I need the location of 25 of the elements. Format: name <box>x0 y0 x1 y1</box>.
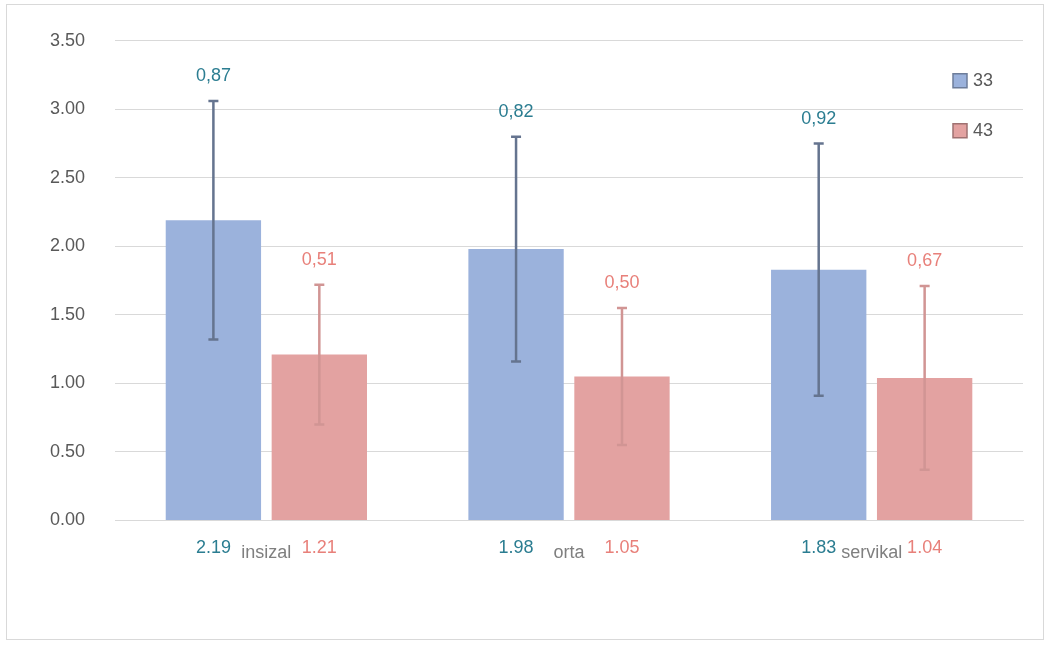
y-tick-label: 3.50 <box>49 29 86 50</box>
data-label: 1.98 <box>498 537 534 558</box>
annotation: 0,92 <box>801 107 837 128</box>
data-label: 1.83 <box>801 537 837 558</box>
x-tick-label: orta <box>553 542 586 563</box>
y-tick-label: 1.50 <box>49 303 86 324</box>
y-tick-label: 0.50 <box>49 440 86 461</box>
data-label: 2.19 <box>195 537 231 558</box>
annotation: 0,51 <box>301 248 337 269</box>
x-tick-label: insizal <box>241 542 292 563</box>
legend-label: 43 <box>973 119 994 140</box>
y-tick-label: 3.00 <box>49 98 86 119</box>
data-label: 1.05 <box>604 537 640 558</box>
annotation: 0,82 <box>498 100 534 121</box>
annotation: 0,67 <box>907 250 943 271</box>
x-tick-label: servikal <box>841 542 903 563</box>
y-tick-label: 1.00 <box>49 372 86 393</box>
data-label: 1.04 <box>907 537 943 558</box>
annotation: 0,50 <box>604 272 640 293</box>
data-label: 1.21 <box>301 537 337 558</box>
legend-label: 33 <box>973 69 994 90</box>
y-tick-label: 0.00 <box>49 509 86 530</box>
annotation: 0,87 <box>195 65 231 86</box>
y-tick-label: 2.00 <box>49 235 86 256</box>
y-tick-label: 2.50 <box>49 166 86 187</box>
